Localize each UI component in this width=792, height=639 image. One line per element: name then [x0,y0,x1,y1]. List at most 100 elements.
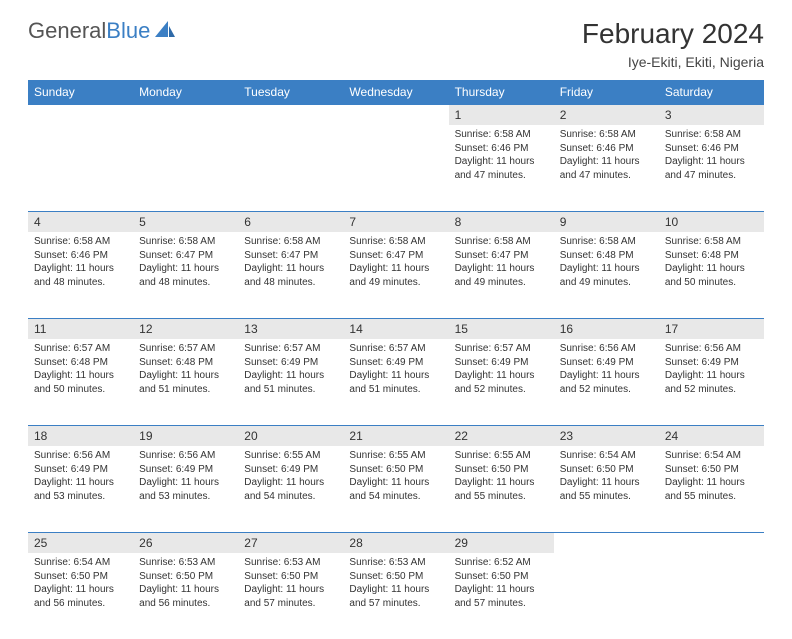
day-number: 23 [554,425,659,446]
day-number [343,104,448,125]
day-number: 4 [28,211,133,232]
day-number: 17 [659,318,764,339]
day-number [28,104,133,125]
header: GeneralBlue February 2024 Iye-Ekiti, Eki… [28,18,764,70]
daylight-line: Daylight: 11 hours and 54 minutes. [244,476,337,503]
day-cell [554,553,659,639]
day-cell [343,125,448,211]
sunrise-line: Sunrise: 6:56 AM [560,342,653,356]
day-number: 3 [659,104,764,125]
day-number: 28 [343,532,448,553]
day-cell: Sunrise: 6:56 AMSunset: 6:49 PMDaylight:… [554,339,659,425]
day-cell-body: Sunrise: 6:58 AMSunset: 6:46 PMDaylight:… [554,125,659,188]
sunrise-line: Sunrise: 6:58 AM [349,235,442,249]
sunrise-line: Sunrise: 6:58 AM [665,235,758,249]
daylight-line: Daylight: 11 hours and 53 minutes. [139,476,232,503]
sunrise-line: Sunrise: 6:58 AM [244,235,337,249]
day-cell: Sunrise: 6:58 AMSunset: 6:47 PMDaylight:… [449,232,554,318]
day-cell: Sunrise: 6:57 AMSunset: 6:48 PMDaylight:… [133,339,238,425]
day-number: 24 [659,425,764,446]
day-cell [133,125,238,211]
day-number: 9 [554,211,659,232]
daylight-line: Daylight: 11 hours and 50 minutes. [665,262,758,289]
day-cell: Sunrise: 6:58 AMSunset: 6:46 PMDaylight:… [449,125,554,211]
week-row: Sunrise: 6:56 AMSunset: 6:49 PMDaylight:… [28,446,764,532]
day-number: 22 [449,425,554,446]
day-cell-body: Sunrise: 6:58 AMSunset: 6:47 PMDaylight:… [238,232,343,295]
day-cell: Sunrise: 6:55 AMSunset: 6:49 PMDaylight:… [238,446,343,532]
sunrise-line: Sunrise: 6:55 AM [349,449,442,463]
day-number: 2 [554,104,659,125]
sunrise-line: Sunrise: 6:58 AM [34,235,127,249]
day-number: 18 [28,425,133,446]
day-cell-body: Sunrise: 6:58 AMSunset: 6:47 PMDaylight:… [343,232,448,295]
sunrise-line: Sunrise: 6:55 AM [455,449,548,463]
day-cell-body [238,125,343,134]
day-cell-body: Sunrise: 6:54 AMSunset: 6:50 PMDaylight:… [28,553,133,616]
day-cell-body: Sunrise: 6:58 AMSunset: 6:47 PMDaylight:… [449,232,554,295]
day-number: 5 [133,211,238,232]
weekday-header: Sunday [28,80,133,104]
day-cell: Sunrise: 6:57 AMSunset: 6:49 PMDaylight:… [449,339,554,425]
day-cell: Sunrise: 6:58 AMSunset: 6:48 PMDaylight:… [659,232,764,318]
daylight-line: Daylight: 11 hours and 56 minutes. [34,583,127,610]
day-number: 7 [343,211,448,232]
daylight-line: Daylight: 11 hours and 53 minutes. [34,476,127,503]
day-cell-body [28,125,133,134]
day-number: 8 [449,211,554,232]
sunset-line: Sunset: 6:50 PM [34,570,127,584]
sunrise-line: Sunrise: 6:53 AM [139,556,232,570]
day-number: 15 [449,318,554,339]
day-cell-body: Sunrise: 6:57 AMSunset: 6:48 PMDaylight:… [28,339,133,402]
day-cell: Sunrise: 6:53 AMSunset: 6:50 PMDaylight:… [238,553,343,639]
brand-logo: GeneralBlue [28,18,176,44]
day-cell: Sunrise: 6:56 AMSunset: 6:49 PMDaylight:… [133,446,238,532]
day-cell: Sunrise: 6:58 AMSunset: 6:47 PMDaylight:… [133,232,238,318]
day-cell-body: Sunrise: 6:56 AMSunset: 6:49 PMDaylight:… [28,446,133,509]
day-cell: Sunrise: 6:53 AMSunset: 6:50 PMDaylight:… [343,553,448,639]
sunrise-line: Sunrise: 6:57 AM [139,342,232,356]
daylight-line: Daylight: 11 hours and 49 minutes. [349,262,442,289]
daylight-line: Daylight: 11 hours and 55 minutes. [665,476,758,503]
day-cell-body: Sunrise: 6:57 AMSunset: 6:48 PMDaylight:… [133,339,238,402]
day-number: 14 [343,318,448,339]
day-cell [28,125,133,211]
brand-text: GeneralBlue [28,18,150,44]
day-cell: Sunrise: 6:55 AMSunset: 6:50 PMDaylight:… [449,446,554,532]
day-cell-body [343,125,448,134]
day-cell [238,125,343,211]
day-number: 1 [449,104,554,125]
day-cell-body: Sunrise: 6:57 AMSunset: 6:49 PMDaylight:… [343,339,448,402]
day-cell: Sunrise: 6:56 AMSunset: 6:49 PMDaylight:… [28,446,133,532]
daylight-line: Daylight: 11 hours and 51 minutes. [349,369,442,396]
day-number [133,104,238,125]
day-cell-body: Sunrise: 6:56 AMSunset: 6:49 PMDaylight:… [659,339,764,402]
day-number: 26 [133,532,238,553]
sunrise-line: Sunrise: 6:58 AM [560,128,653,142]
page-title: February 2024 [582,18,764,50]
day-number: 10 [659,211,764,232]
sunrise-line: Sunrise: 6:54 AM [34,556,127,570]
sunrise-line: Sunrise: 6:53 AM [244,556,337,570]
day-number: 11 [28,318,133,339]
title-block: February 2024 Iye-Ekiti, Ekiti, Nigeria [582,18,764,70]
calendar-table: SundayMondayTuesdayWednesdayThursdayFrid… [28,80,764,639]
day-number: 12 [133,318,238,339]
sunset-line: Sunset: 6:47 PM [349,249,442,263]
sunset-line: Sunset: 6:46 PM [665,142,758,156]
sunset-line: Sunset: 6:49 PM [244,356,337,370]
daylight-line: Daylight: 11 hours and 48 minutes. [34,262,127,289]
day-cell: Sunrise: 6:52 AMSunset: 6:50 PMDaylight:… [449,553,554,639]
day-number: 29 [449,532,554,553]
day-cell-body: Sunrise: 6:54 AMSunset: 6:50 PMDaylight:… [659,446,764,509]
day-cell-body: Sunrise: 6:56 AMSunset: 6:49 PMDaylight:… [554,339,659,402]
sunrise-line: Sunrise: 6:54 AM [560,449,653,463]
sunrise-line: Sunrise: 6:58 AM [455,128,548,142]
day-cell-body [659,553,764,562]
daylight-line: Daylight: 11 hours and 48 minutes. [244,262,337,289]
day-number [238,104,343,125]
daylight-line: Daylight: 11 hours and 51 minutes. [139,369,232,396]
daynum-row: 11121314151617 [28,318,764,339]
sunset-line: Sunset: 6:46 PM [560,142,653,156]
day-cell-body [554,553,659,562]
